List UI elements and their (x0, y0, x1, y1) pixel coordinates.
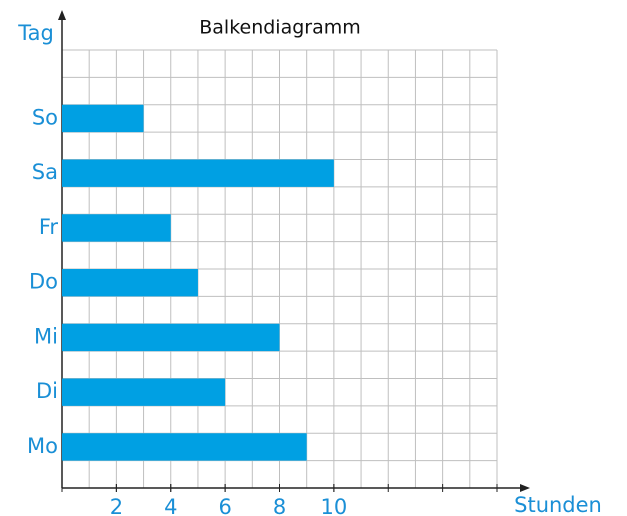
y-tick-label: Sa (32, 160, 58, 184)
y-tick-label: Fr (39, 215, 59, 239)
x-tick-label: 4 (164, 495, 177, 516)
bar (62, 214, 171, 242)
y-tick-label: Mo (27, 434, 58, 458)
x-axis-label: Stunden (514, 493, 602, 516)
y-tick-label: Di (36, 379, 58, 403)
x-tick-label: 2 (110, 495, 123, 516)
y-axis-arrow (58, 10, 66, 20)
bar (62, 104, 144, 133)
bar (62, 378, 226, 406)
chart-title: Balkendiagramm (199, 17, 361, 39)
y-tick-label: Mi (34, 324, 58, 348)
bar (62, 269, 198, 297)
bar (62, 159, 334, 187)
x-tick-label: 6 (218, 495, 231, 516)
y-tick-label: So (32, 105, 58, 129)
bar (62, 433, 307, 461)
x-tick-label: 10 (321, 495, 348, 516)
y-axis-label: Tag (17, 21, 54, 45)
y-tick-label: Do (29, 270, 58, 294)
x-tick-label: 8 (273, 495, 286, 516)
x-axis-arrow (520, 484, 530, 492)
bar (62, 323, 280, 352)
